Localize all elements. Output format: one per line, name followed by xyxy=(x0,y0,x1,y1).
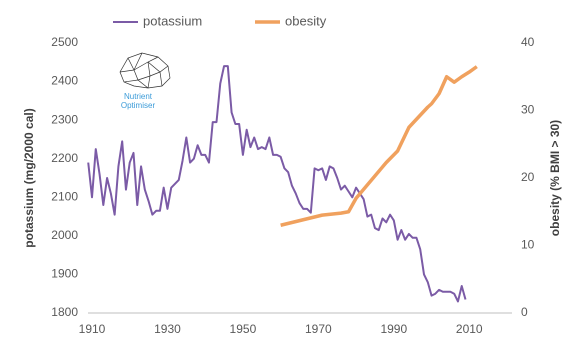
x-tick-label: 1970 xyxy=(305,322,332,336)
series-line xyxy=(280,65,478,227)
legend-label: potassium xyxy=(143,13,202,28)
y-tick-label: 1900 xyxy=(51,267,78,281)
y-tick-label: 2300 xyxy=(51,112,78,126)
logo-text: Optimiser xyxy=(121,101,156,110)
legend-label: obesity xyxy=(285,13,327,28)
y2-tick-label: 20 xyxy=(521,170,535,184)
y2-tick-label: 30 xyxy=(521,103,535,117)
y2-tick-label: 40 xyxy=(521,35,535,49)
logo-text: Nutrient xyxy=(124,92,153,101)
logo xyxy=(119,52,171,89)
y-tick-label: 2100 xyxy=(51,189,78,203)
x-tick-label: 1990 xyxy=(380,322,407,336)
series-line xyxy=(87,65,467,303)
x-tick-label: 1950 xyxy=(230,322,257,336)
y2-axis-title: obesity (% BMI > 30) xyxy=(548,120,562,236)
y-tick-label: 2500 xyxy=(51,35,78,49)
y-tick-label: 2000 xyxy=(51,228,78,242)
y-tick-label: 2200 xyxy=(51,151,78,165)
y-axis-title: potassium (mg/2000 cal) xyxy=(22,108,36,247)
x-tick-label: 2010 xyxy=(456,322,483,336)
y-tick-label: 1800 xyxy=(51,305,78,319)
logo-mesh xyxy=(119,52,171,89)
x-tick-label: 1910 xyxy=(79,322,106,336)
y-tick-label: 2400 xyxy=(51,74,78,88)
y2-tick-label: 0 xyxy=(521,305,528,319)
x-tick-label: 1930 xyxy=(154,322,181,336)
y2-tick-label: 10 xyxy=(521,238,535,252)
